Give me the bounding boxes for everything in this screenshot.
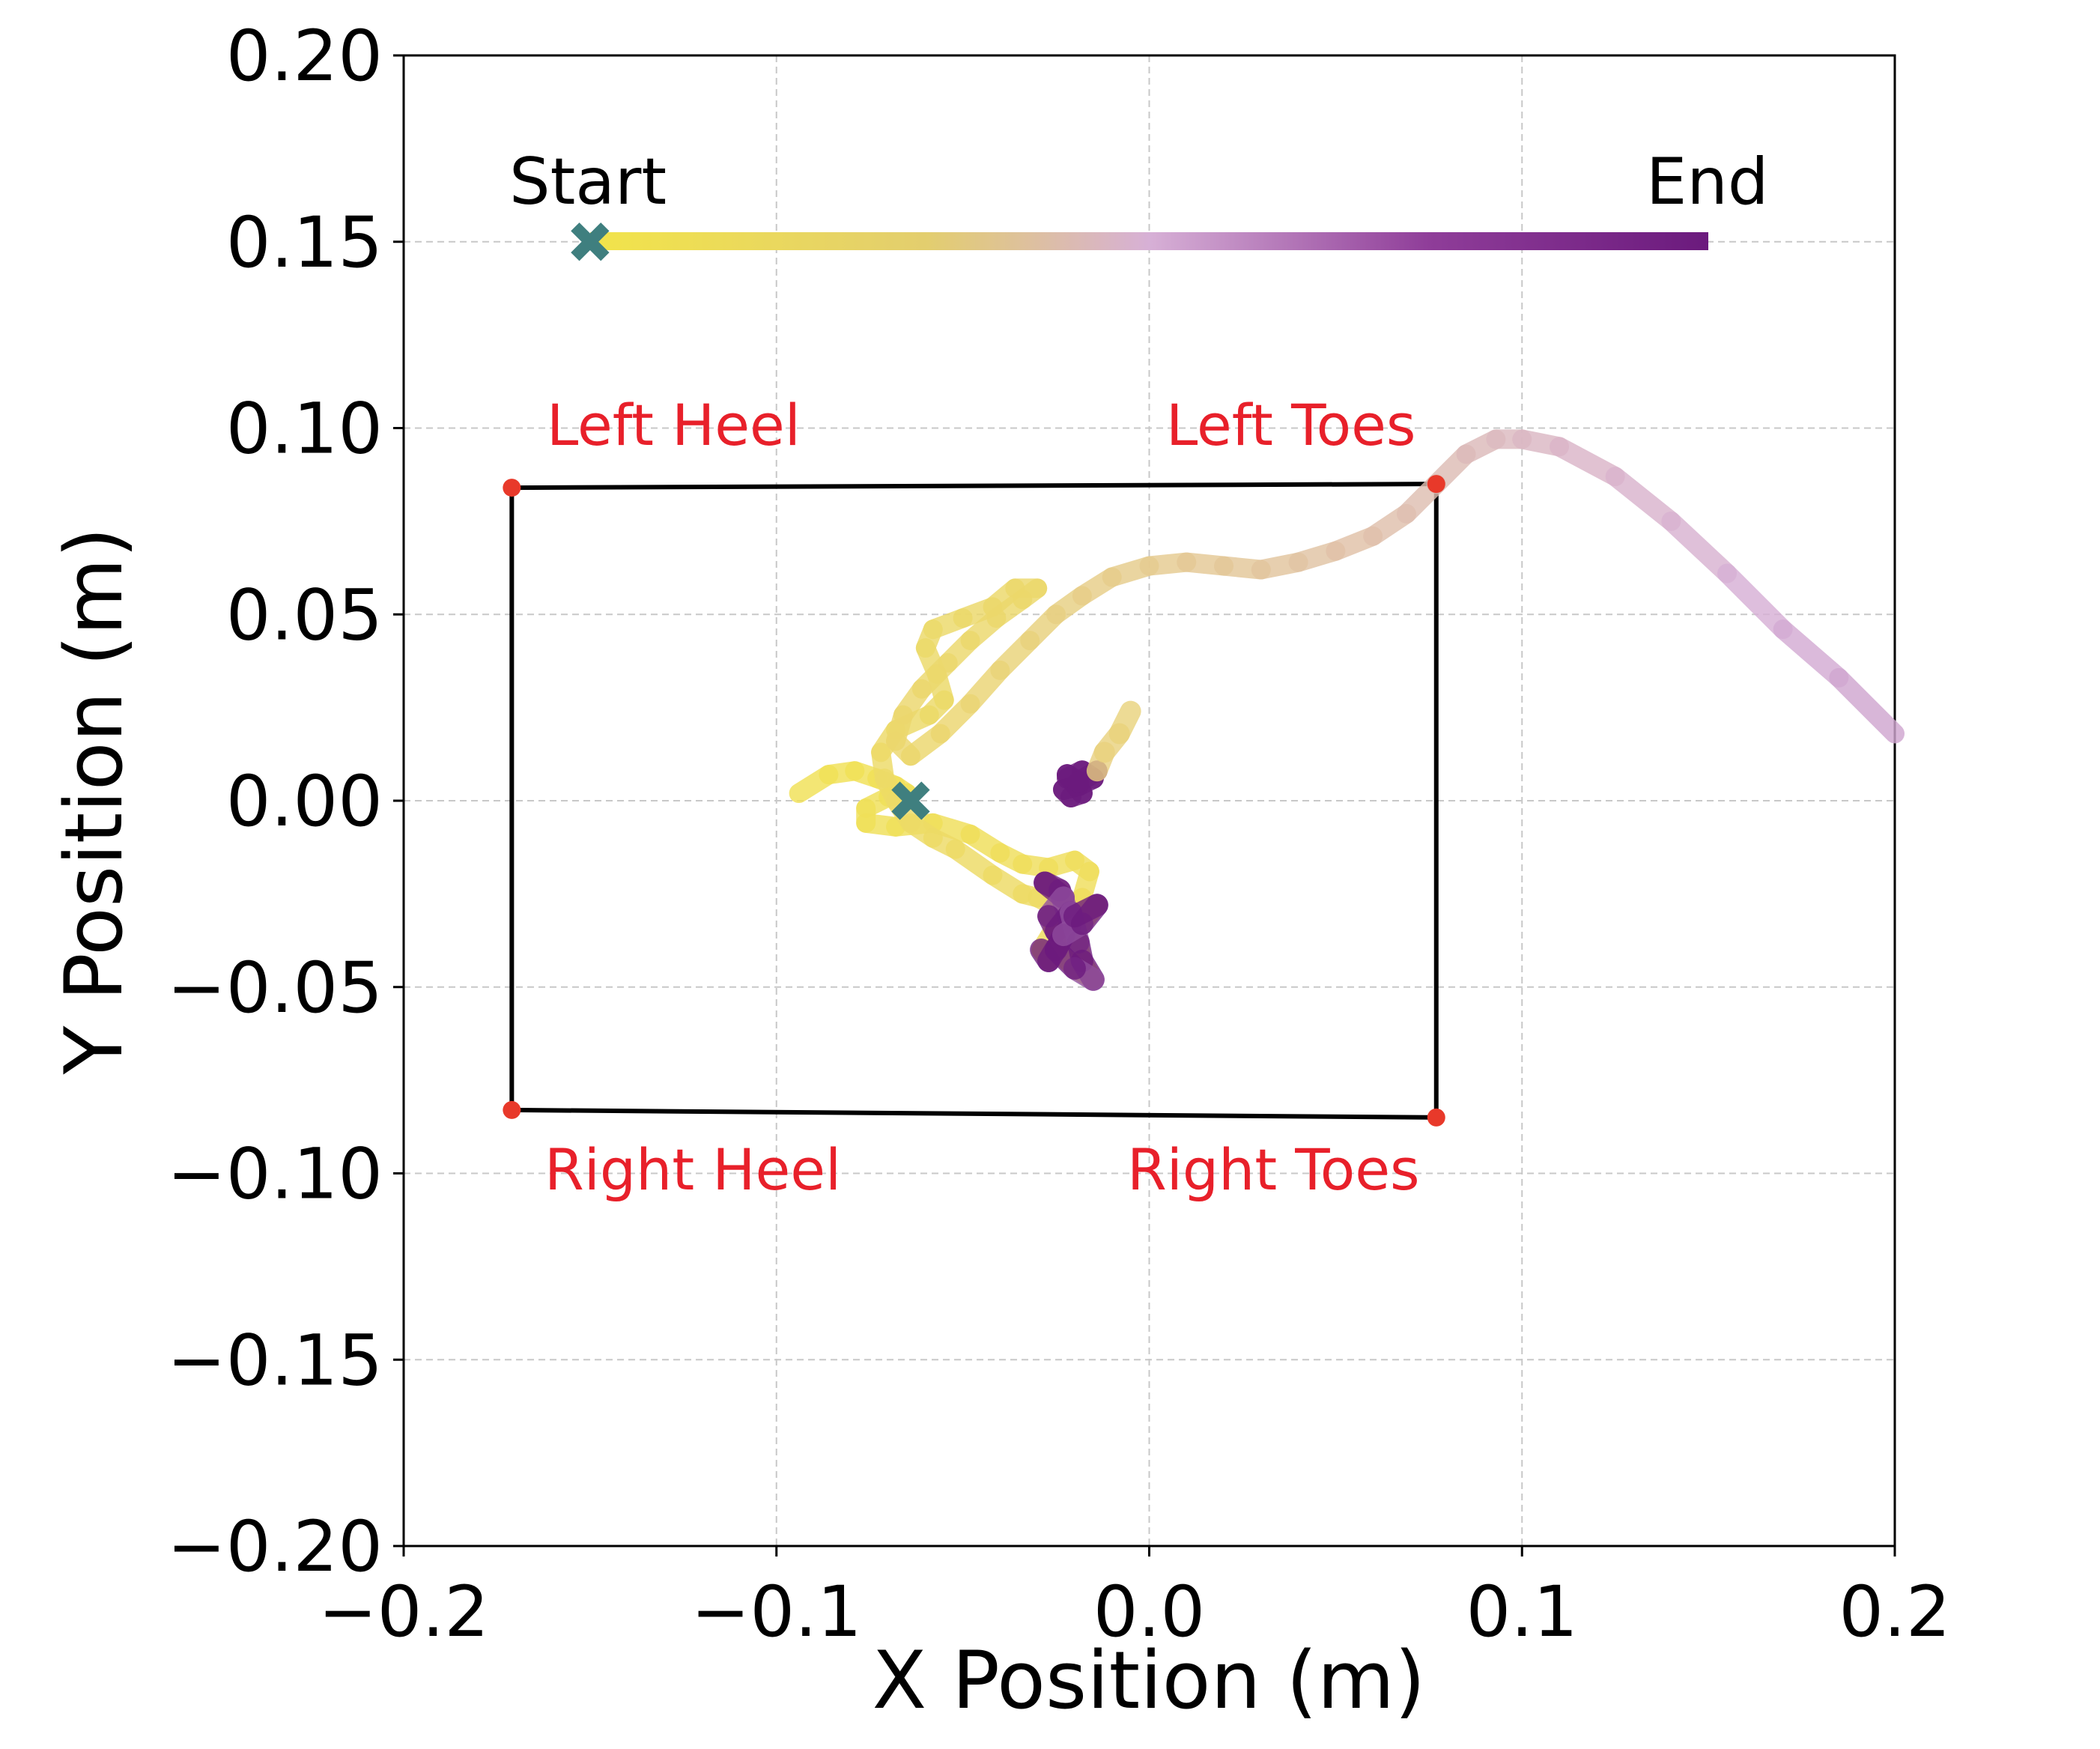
y-tick-label: 0.00 — [226, 761, 383, 843]
trajectory-segment — [1661, 511, 1738, 583]
y-tick-label: 0.15 — [226, 202, 383, 284]
left-heel-label: Left Heel — [547, 392, 801, 458]
x-tick-label: −0.2 — [318, 1571, 489, 1653]
support-corner-point — [1427, 475, 1445, 494]
axis-ticks: −0.2 −0.1 0.0 0.1 0.2 0.20 0.15 0.10 0.05 0.00 −0.… — [167, 16, 1951, 1653]
y-tick-label: 0.10 — [226, 389, 383, 470]
support-corner-point — [503, 479, 521, 497]
legend-start-label: Start — [509, 145, 667, 219]
y-tick-label: −0.15 — [167, 1320, 383, 1401]
support-corner-point — [503, 1100, 521, 1119]
trajectory-segment — [1829, 667, 1905, 744]
x-tick-label: 0.0 — [1093, 1571, 1206, 1653]
right-heel-label: Right Heel — [544, 1136, 841, 1203]
y-tick-label: 0.20 — [226, 16, 383, 97]
com-trajectory — [789, 429, 1905, 991]
y-axis-title: Y Position (m) — [48, 527, 140, 1076]
trajectory-segment — [1773, 619, 1849, 688]
x-marker-stroke — [571, 222, 610, 261]
plot-area-frame — [402, 54, 1896, 1548]
legend-start-marker — [571, 222, 610, 261]
tail-cluster-segment — [1108, 700, 1141, 745]
time-colorbar — [590, 232, 1708, 250]
trajectory-segment — [1550, 437, 1625, 487]
x-tick-label: 0.2 — [1839, 1571, 1951, 1653]
x-marker-stroke — [891, 781, 930, 820]
x-tick-label: 0.1 — [1466, 1571, 1579, 1653]
support-corners — [503, 475, 1445, 1127]
y-tick-label: −0.20 — [167, 1506, 383, 1588]
trajectory-segment — [1717, 563, 1793, 640]
left-toes-label: Left Toes — [1166, 392, 1416, 458]
trajectory-start-marker — [891, 781, 930, 820]
right-toes-label: Right Toes — [1127, 1136, 1420, 1203]
legend-end-label: End — [1646, 145, 1768, 219]
trajectory-segment-late — [1063, 894, 1108, 928]
x-axis-title: X Position (m) — [873, 1634, 1426, 1727]
x-tick-label: −0.1 — [691, 1571, 862, 1653]
y-tick-label: 0.05 — [226, 575, 383, 656]
y-tick-label: −0.05 — [167, 948, 383, 1029]
support-corner-point — [1427, 1108, 1445, 1127]
y-tick-label: −0.10 — [167, 1134, 383, 1216]
grid-lines — [403, 55, 1896, 1547]
trajectory-end-cluster — [1053, 700, 1141, 808]
trajectory-segment — [1605, 467, 1681, 531]
